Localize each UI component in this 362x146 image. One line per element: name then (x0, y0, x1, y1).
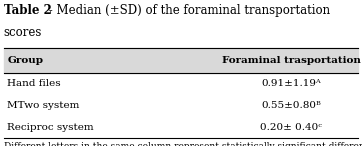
Text: 0.55±0.80ᴮ: 0.55±0.80ᴮ (261, 101, 321, 110)
Text: Reciproc system: Reciproc system (7, 122, 94, 132)
Text: MTwo system: MTwo system (7, 101, 80, 110)
Text: Hand files: Hand files (7, 79, 61, 88)
Text: Foraminal trasportation: Foraminal trasportation (222, 56, 361, 65)
Text: Table 2: Table 2 (4, 4, 51, 17)
Text: 0.91±1.19ᴬ: 0.91±1.19ᴬ (261, 79, 321, 88)
Text: - Median (±SD) of the foraminal transportation: - Median (±SD) of the foraminal transpor… (45, 4, 331, 17)
Text: Group: Group (7, 56, 43, 65)
Text: Different letters in the same column represent statistically significant differe: Different letters in the same column rep… (4, 142, 362, 146)
Text: scores: scores (4, 26, 42, 39)
Text: 0.20± 0.40ᶜ: 0.20± 0.40ᶜ (261, 122, 322, 132)
